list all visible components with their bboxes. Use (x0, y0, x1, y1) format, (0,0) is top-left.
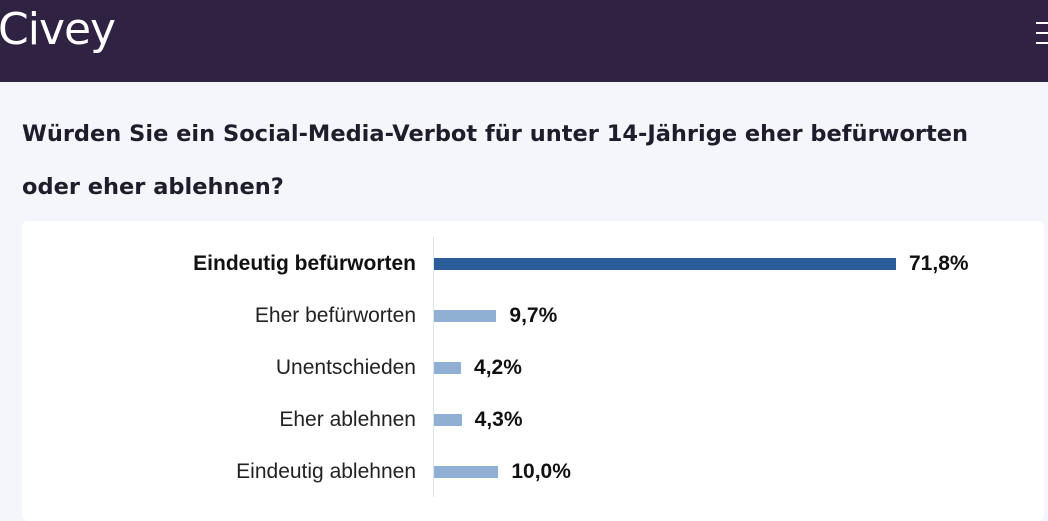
bar-label: Eindeutig ablehnen (236, 460, 416, 483)
bar (434, 310, 497, 322)
bar-value-label: 9,7% (509, 304, 558, 327)
bar (434, 362, 462, 374)
bar (434, 258, 896, 270)
top-bar: Civey (0, 0, 1048, 82)
hamburger-menu-icon[interactable] (1036, 22, 1048, 52)
bar (434, 414, 462, 426)
bar-label: Eher ablehnen (279, 408, 416, 431)
bar-label: Unentschieden (275, 356, 416, 379)
chart-axis-line (433, 237, 434, 497)
bar-value-label: 4,3% (474, 408, 523, 431)
civey-logo[interactable]: Civey (0, 4, 116, 55)
bar-value-label: 4,2% (474, 356, 522, 379)
results-card (22, 221, 1044, 521)
bar-label: Eindeutig befürworten (193, 252, 416, 275)
bar-value-label: 71,8% (909, 252, 969, 275)
bar (434, 466, 499, 478)
bar-label: Eher befürworten (254, 304, 416, 327)
question-title: Würden Sie ein Social-Media-Verbot für u… (22, 121, 969, 200)
bar-value-label: 10,0% (511, 460, 571, 483)
